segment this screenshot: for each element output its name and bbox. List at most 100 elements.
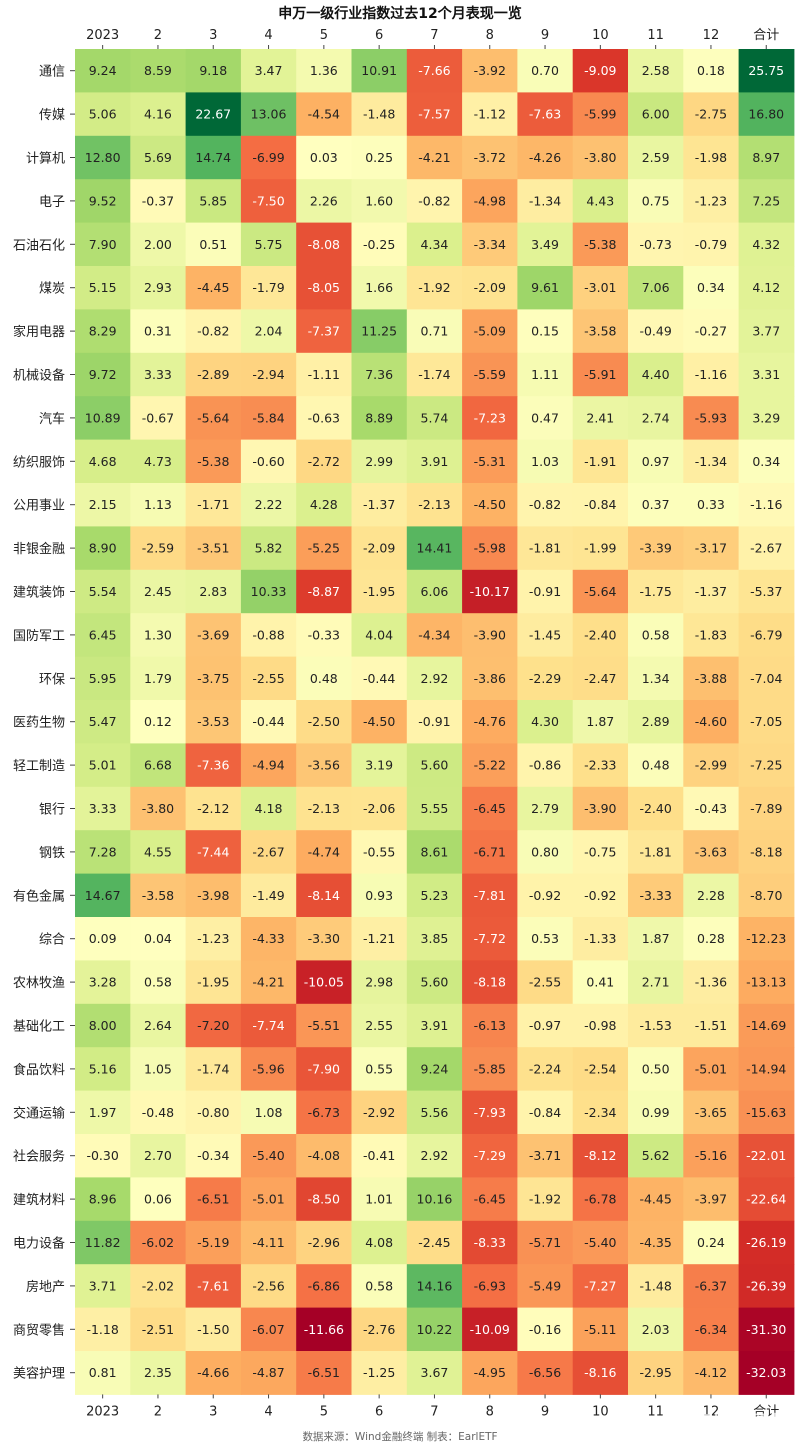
cell-value-label: -3.98 <box>197 888 229 903</box>
cell-value-label: 5.62 <box>642 1148 670 1163</box>
cell-value-label: 8.61 <box>421 844 449 859</box>
heatmap-cell <box>628 483 684 527</box>
heatmap-cell <box>572 1264 629 1309</box>
cell-value-label: -0.43 <box>695 801 727 816</box>
heatmap-cell <box>75 1090 131 1135</box>
heatmap-cell <box>683 352 740 397</box>
heatmap-cell <box>406 483 463 527</box>
heatmap-cell <box>240 222 297 267</box>
cell-value-label: -0.48 <box>142 1105 174 1120</box>
cell-value-label: 3.33 <box>89 801 117 816</box>
cell-value-label: -2.09 <box>363 541 395 556</box>
heatmap-cell <box>738 873 795 918</box>
heatmap-cell <box>738 1047 795 1092</box>
heatmap-cell <box>406 396 463 441</box>
cell-value-label: -4.33 <box>252 931 284 946</box>
heatmap-cell <box>75 786 131 831</box>
row-label: 电力设备 <box>13 1236 65 1252</box>
cell-value-label: 0.03 <box>310 150 338 165</box>
cell-value-label: -3.90 <box>474 627 506 642</box>
cell-value-label: 10.33 <box>251 584 287 599</box>
cell-value-label: -1.23 <box>695 193 727 208</box>
heatmap-cell <box>406 309 463 354</box>
heatmap-cell <box>738 917 795 961</box>
heatmap-cell <box>240 613 297 658</box>
cell-value-label: -7.50 <box>252 193 284 208</box>
heatmap-cell <box>240 1090 297 1135</box>
heatmap-cell <box>738 1220 795 1265</box>
cell-value-label: -3.69 <box>197 627 229 642</box>
cell-value-label: 9.72 <box>89 367 117 382</box>
heatmap-cell <box>75 396 131 441</box>
heatmap-cell <box>296 1351 352 1395</box>
heatmap-cell <box>75 1134 131 1178</box>
cell-value-label: 8.90 <box>89 541 117 556</box>
heatmap-cell <box>406 439 463 484</box>
heatmap-cell <box>130 1177 187 1222</box>
cell-value-label: -0.91 <box>418 714 450 729</box>
cell-value-label: 2.92 <box>421 671 449 686</box>
row-label: 美容护理 <box>13 1366 65 1382</box>
cell-value-label: -5.51 <box>308 1018 340 1033</box>
heatmap-cells: 9.24 8.59 9.18 3.47 1.36 10.91 -7.66 -3.92 0.70 -… <box>75 49 795 1395</box>
heatmap-cell <box>683 917 740 961</box>
cell-value-label: 0.55 <box>365 1061 393 1076</box>
heatmap-cell <box>628 49 684 93</box>
heatmap-cell <box>240 396 297 441</box>
heatmap-cell <box>75 873 131 918</box>
cell-value-label: -6.93 <box>474 1278 506 1293</box>
column-label-bottom: 合计 <box>753 1404 779 1419</box>
cell-value-label: 8.00 <box>89 1018 117 1033</box>
heatmap-cell <box>185 1307 242 1352</box>
heatmap-cell <box>462 526 518 571</box>
cell-value-label: 2.93 <box>144 280 172 295</box>
cell-value-label: 4.73 <box>144 454 172 469</box>
heatmap-cell <box>185 439 242 484</box>
cell-value-label: 0.09 <box>89 931 117 946</box>
heatmap-cell <box>75 526 131 571</box>
heatmap-cell <box>185 1134 242 1178</box>
cell-value-label: -4.60 <box>695 714 727 729</box>
heatmap-cell <box>738 179 795 224</box>
heatmap-cell <box>683 786 740 831</box>
heatmap-cell <box>517 49 574 93</box>
heatmap-cell <box>572 873 629 918</box>
heatmap-cell <box>75 309 131 354</box>
cell-value-label: 14.16 <box>417 1278 453 1293</box>
heatmap-cell <box>572 309 629 354</box>
cell-value-label: 3.28 <box>89 975 117 990</box>
cell-value-label: 0.81 <box>89 1365 117 1380</box>
cell-value-label: 0.12 <box>144 714 172 729</box>
heatmap-cell <box>240 1047 297 1092</box>
heatmap-cell <box>75 917 131 961</box>
heatmap-cell <box>296 1090 352 1135</box>
heatmap-cell <box>572 49 629 93</box>
cell-value-label: -5.98 <box>474 541 506 556</box>
heatmap-cell <box>572 960 629 1005</box>
cell-value-label: -5.59 <box>474 367 506 382</box>
cell-value-label: 2.83 <box>199 584 227 599</box>
heatmap-cell <box>130 49 187 93</box>
cell-value-label: -14.94 <box>746 1061 786 1076</box>
heatmap-cell <box>130 1307 187 1352</box>
watermark: 雪球 张翼轸 <box>683 1411 791 1435</box>
cell-value-label: -2.45 <box>418 1235 450 1250</box>
cell-value-label: 4.34 <box>421 237 449 252</box>
heatmap-cell <box>572 1090 629 1135</box>
heatmap-cell <box>406 1177 463 1222</box>
cell-value-label: -0.34 <box>197 1148 229 1163</box>
heatmap-cell <box>683 135 740 180</box>
heatmap-cell <box>517 743 574 788</box>
heatmap-cell <box>462 1307 518 1352</box>
heatmap-cell <box>351 1134 408 1178</box>
heatmap-cell <box>351 439 408 484</box>
heatmap-cell <box>130 135 187 180</box>
cell-value-label: -3.51 <box>197 541 229 556</box>
heatmap-cell <box>462 1003 518 1048</box>
cell-value-label: -1.36 <box>695 975 727 990</box>
heatmap-cell <box>406 1264 463 1309</box>
heatmap-cell <box>406 569 463 614</box>
cell-value-label: -6.56 <box>529 1365 561 1380</box>
heatmap-cell <box>351 92 408 137</box>
heatmap-cell <box>406 135 463 180</box>
